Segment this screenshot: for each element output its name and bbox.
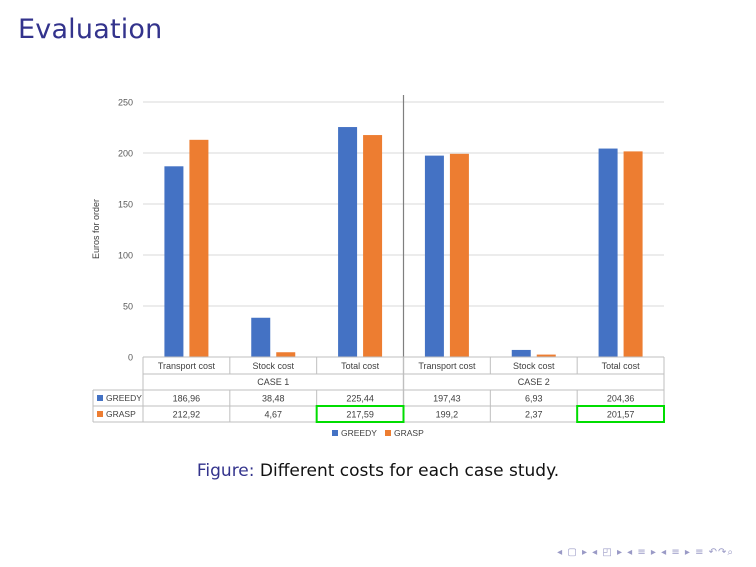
legend: GREEDY GRASP bbox=[332, 428, 424, 438]
cost-comparison-chart: 0 50 100 150 200 250 Euros for order Transport… bbox=[91, 95, 666, 438]
x-category-label: Total cost bbox=[602, 361, 641, 371]
table-value: 197,43 bbox=[433, 394, 461, 404]
y-tick-label: 100 bbox=[118, 251, 133, 261]
y-axis-title: Euros for order bbox=[91, 199, 101, 259]
table-series-name: GREEDY bbox=[106, 393, 142, 403]
highlight-box bbox=[315, 405, 405, 423]
table-value: 6,93 bbox=[525, 394, 543, 404]
table-value: 199,2 bbox=[436, 410, 459, 420]
bar bbox=[511, 349, 531, 357]
bar bbox=[536, 354, 556, 357]
x-group-label: CASE 2 bbox=[518, 377, 550, 387]
table-value: 2,37 bbox=[525, 410, 543, 420]
legend-key bbox=[385, 430, 391, 436]
table-legend-key bbox=[97, 395, 103, 401]
y-tick-label: 0 bbox=[128, 353, 133, 363]
data-table: Transport cost Stock cost Total cost Transp… bbox=[92, 356, 666, 423]
table-value: 201,57 bbox=[607, 410, 635, 420]
legend-label: GREEDY bbox=[341, 428, 377, 438]
x-category-label: Total cost bbox=[341, 361, 380, 371]
y-tick-label: 50 bbox=[123, 302, 133, 312]
table-value: 4,67 bbox=[264, 410, 282, 420]
x-group-label: CASE 1 bbox=[257, 377, 289, 387]
table-value: 217,59 bbox=[346, 410, 374, 420]
bar bbox=[276, 352, 296, 357]
table-value: 38,48 bbox=[262, 394, 285, 404]
beamer-navigation-icons[interactable]: ◂ ▢ ▸ ◂ ◰ ▸ ◂ ≡ ▸ ◂ ≡ ▸ ≡ ↶↷⌕ bbox=[557, 547, 734, 558]
table-value: 212,92 bbox=[173, 410, 201, 420]
bars bbox=[164, 127, 643, 357]
bar bbox=[598, 148, 618, 357]
bar bbox=[449, 153, 469, 357]
bar bbox=[424, 155, 444, 357]
bar bbox=[189, 139, 209, 357]
caption-text: Different costs for each case study. bbox=[259, 461, 560, 481]
x-category-label: Transport cost bbox=[418, 361, 476, 371]
x-category-label: Transport cost bbox=[158, 361, 216, 371]
bar bbox=[338, 127, 358, 357]
table-value: 225,44 bbox=[346, 394, 374, 404]
table-series-name: GRASP bbox=[106, 409, 136, 419]
bar bbox=[251, 317, 271, 357]
legend-key bbox=[332, 430, 338, 436]
table-value: 186,96 bbox=[173, 394, 201, 404]
highlight-box bbox=[576, 405, 666, 423]
x-category-label: Stock cost bbox=[513, 361, 555, 371]
slide-title: Evaluation bbox=[18, 14, 163, 45]
figure-caption: Figure: Different costs for each case st… bbox=[0, 461, 756, 481]
table-legend-key bbox=[97, 411, 103, 417]
table-value: 204,36 bbox=[607, 394, 635, 404]
legend-label: GRASP bbox=[394, 428, 424, 438]
bar bbox=[623, 151, 643, 357]
caption-label: Figure: bbox=[196, 461, 255, 481]
x-category-label: Stock cost bbox=[252, 361, 294, 371]
y-tick-label: 150 bbox=[118, 200, 133, 210]
y-tick-label: 200 bbox=[118, 149, 133, 159]
bar bbox=[164, 166, 184, 357]
y-tick-label: 250 bbox=[118, 98, 133, 108]
bar bbox=[363, 135, 383, 357]
